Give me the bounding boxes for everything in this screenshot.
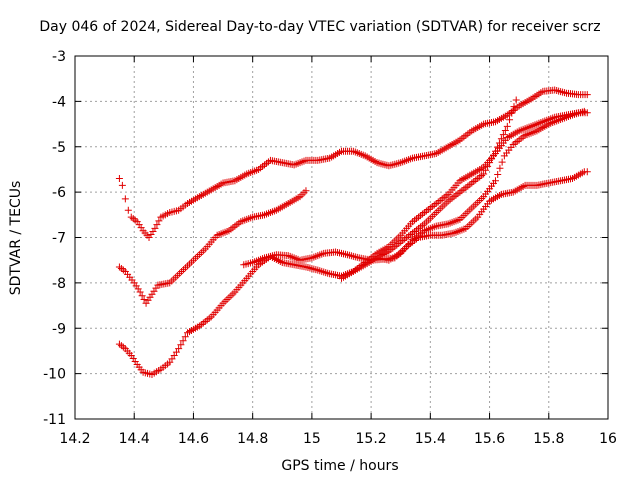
x-tick-label: 14.6: [178, 431, 209, 447]
y-tick-label: -6: [52, 185, 66, 201]
data-point: [155, 217, 163, 225]
data-point: [501, 126, 509, 134]
data-point: [140, 296, 148, 304]
y-tick-label: -3: [52, 49, 66, 65]
data-point: [486, 159, 494, 167]
x-tick-label: 15.4: [415, 431, 446, 447]
x-tick-label: 14.8: [237, 431, 268, 447]
x-tick-label: 14.2: [59, 431, 90, 447]
data-point: [491, 177, 499, 185]
data-points: [115, 86, 591, 379]
data-point: [138, 292, 146, 300]
data-point: [495, 139, 503, 147]
y-tick-label: -11: [43, 412, 66, 428]
series-track-f: [338, 96, 520, 282]
y-tick-label: -7: [52, 231, 66, 247]
x-tick-label: 15.6: [474, 431, 505, 447]
data-point: [508, 109, 516, 117]
data-point: [496, 164, 504, 172]
data-point: [302, 187, 310, 195]
data-point: [512, 96, 520, 104]
data-point: [491, 147, 499, 155]
data-point: [583, 91, 591, 99]
data-point: [151, 224, 159, 232]
data-point: [136, 288, 144, 296]
data-point: [121, 195, 129, 203]
x-tick-label: 15.8: [533, 431, 564, 447]
data-point: [493, 143, 501, 151]
chart-title: Day 046 of 2024, Sidereal Day-to-day VTE…: [39, 19, 601, 35]
y-tick-label: -8: [52, 276, 66, 292]
data-point: [177, 341, 185, 349]
x-axis-label: GPS time / hours: [281, 458, 398, 474]
y-tick-label: -9: [52, 321, 66, 337]
x-tick-label: 16: [599, 431, 617, 447]
x-tick-label: 14.4: [119, 431, 150, 447]
data-point: [494, 171, 502, 179]
data-point: [583, 168, 591, 176]
data-point: [482, 166, 490, 174]
y-axis-label: SDTVAR / TECUs: [8, 181, 24, 296]
data-point: [118, 181, 126, 189]
data-point: [497, 135, 505, 143]
data-point: [115, 175, 123, 183]
series-track-b: [115, 187, 310, 307]
y-tick-label: -5: [52, 140, 66, 156]
x-tick-label: 15.2: [356, 431, 387, 447]
grid: [75, 56, 608, 419]
data-point: [179, 337, 187, 345]
data-point: [499, 131, 507, 139]
data-point: [490, 151, 498, 159]
y-tick-label: -4: [52, 94, 66, 110]
data-point: [124, 206, 132, 214]
data-point: [580, 107, 588, 115]
data-point: [498, 158, 506, 166]
data-point: [506, 116, 514, 124]
data-point: [153, 221, 161, 229]
data-point: [488, 155, 496, 163]
data-point: [484, 162, 492, 170]
series-track-a: [115, 86, 591, 241]
axes: 14.2 14.4 14.6 14.8 15 15.2 15.4 15.6 15.8 16 -3 -4…: [43, 49, 617, 447]
series-track-e: [373, 107, 588, 264]
data-point: [480, 170, 488, 178]
data-point: [175, 345, 183, 353]
x-tick-label: 15: [303, 431, 321, 447]
data-point: [503, 122, 511, 130]
y-tick-label: -10: [43, 367, 66, 383]
data-point: [583, 109, 591, 117]
data-point: [181, 333, 189, 341]
data-point: [510, 103, 518, 111]
